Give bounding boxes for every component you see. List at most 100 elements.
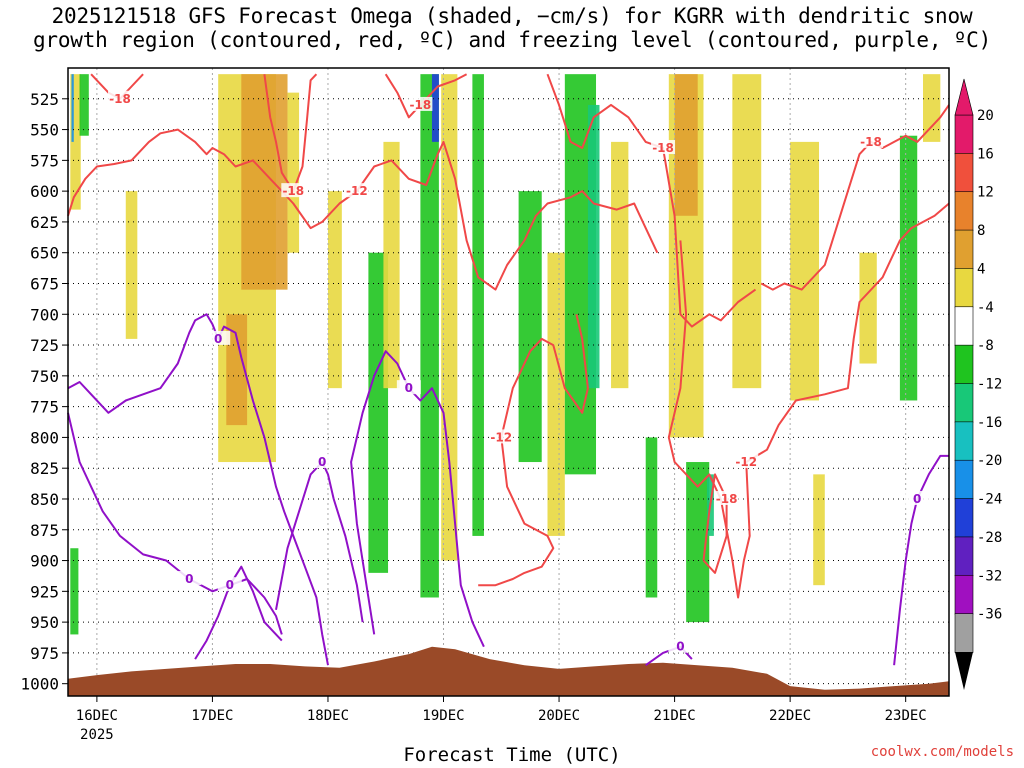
colorbar-label-8: -16 [977,415,1002,431]
y-tick-label-550: 550 [30,121,59,140]
freezing-contour-label-6: 0 [913,492,921,506]
y-tick-label-725: 725 [30,336,59,355]
x-tick-label-22: 22DEC [769,708,811,724]
freezing-contour-label-2: 0 [318,455,326,469]
dendritic-contour-label-7: -12 [735,455,757,469]
omega-shade-19 [587,104,600,389]
omega-shade-28 [813,474,825,586]
y-tick-label-650: 650 [30,244,59,263]
colorbar-segment-0 [954,114,974,155]
colorbar-segment-6 [954,344,974,385]
dendritic-contour-line-5 [760,104,950,291]
colorbar-segment-10 [954,498,974,538]
colorbar-segment-9 [954,459,974,500]
dendritic-contour-label-bg-8 [714,490,739,505]
x-axis-label: Forecast Time (UTC) [403,744,621,766]
omega-shade-3 [70,548,79,635]
x-tick-label-19: 19DEC [422,708,464,724]
omega-shade-24 [686,462,710,623]
omega-shade-6 [241,74,288,290]
colorbar-segment-1 [954,153,974,193]
freezing-contour-label-3: 0 [226,578,234,592]
y-tick-label-525: 525 [30,90,59,109]
freezing-level-contour-layer: 0 0 0 0 0 0 0 [67,313,949,667]
colorbar-label-4: 4 [977,261,985,277]
freezing-contour-label-bg-3 [217,577,242,592]
colorbar-bottom-arrow [955,652,973,690]
colorbar-segment-8 [954,421,974,462]
freezing-contour-label-bg-2 [310,454,335,469]
colorbar-label-11: -28 [977,530,1002,546]
omega-shade-4 [125,191,138,339]
freezing-contour-line-3 [194,565,283,660]
y-tick-label-875: 875 [30,521,59,540]
colorbar-label-6: -8 [977,338,994,354]
dendritic-contour-label-2: -18 [282,184,304,198]
freezing-contour-line-4 [350,350,485,648]
x-tick-label-18: 18DEC [307,708,349,724]
omega-shade-23 [674,74,698,216]
y-tick-label-950: 950 [30,613,59,632]
dendritic-contour-label-1: -18 [109,92,131,106]
freezing-contour-label-0: 0 [214,332,222,346]
omega-shade-8 [287,92,300,253]
freezing-contour-line-6 [893,454,949,666]
colorbar-label-7: -12 [977,377,1002,393]
freezing-contour-label-4: 0 [405,381,413,395]
dendritic-contour-label-bg-1 [107,90,132,105]
omega-shade-2 [79,74,89,136]
omega-shade-13 [431,74,439,142]
colorbar-label-5: -4 [977,300,994,316]
x-tick-label-17: 17DEC [191,708,233,724]
y-tick-label-800: 800 [30,428,59,447]
colorbar-segment-11 [954,536,974,577]
dendritic-contour-label-bg-7 [734,454,759,469]
dendritic-contour-layer: -12 -18 -18 -18 -18 -18 -12 -12 -18 [67,73,950,599]
colorbar-segment-2 [954,191,974,231]
x-tick-label-23: 23DEC [885,708,927,724]
x-year-label: 2025 [80,727,114,743]
colorbar-label-9: -20 [977,453,1002,469]
omega-shade-10 [368,252,389,573]
dendritic-contour-label-3: -18 [410,98,432,112]
omega-shade-21 [645,437,658,598]
terrain-layer [68,646,949,696]
freezing-contour-label-1: 0 [185,572,193,586]
y-tick-label-625: 625 [30,213,59,232]
omega-shade-17 [547,252,565,536]
colorbar-label-10: -24 [977,492,1002,508]
dendritic-contour-label-6: -12 [490,430,512,444]
chart-title: 2025121518 GFS Forecast Omega (shaded, −… [0,4,1024,52]
dendritic-contour-label-bg-4 [651,140,676,155]
colorbar-label-12: -32 [977,568,1002,584]
omega-shade-15 [472,74,484,536]
terrain-fill [68,646,949,696]
y-tick-label-575: 575 [30,151,59,170]
colorbar-label-0: 20 [977,108,994,124]
omega-shade-12 [420,74,439,598]
freezing-contour-label-bg-1 [177,571,202,586]
omega-shade-7 [226,314,248,426]
omega-shade-30 [899,135,918,401]
omega-shading-layer [70,74,941,635]
colorbar-top-arrow [954,78,974,116]
omega-shade-16 [518,191,542,463]
freezing-contour-label-bg-4 [396,380,421,395]
x-tick-label-21: 21DEC [654,708,696,724]
colorbar-label-2: 12 [977,185,994,201]
colorbar-segment-3 [954,229,974,270]
omega-shade-11 [383,141,400,389]
y-tick-label-825: 825 [30,459,59,478]
freezing-contour-label-5: 0 [676,640,684,654]
omega-shade-14 [441,74,458,561]
omega-shade-29 [859,252,877,364]
title-line-2: growth region (contoured, red, ºC) and f… [32,28,992,52]
dendritic-contour-label-8: -18 [716,492,738,506]
colorbar-label-1: 16 [977,146,994,162]
y-tick-label-700: 700 [30,305,59,324]
colorbar-segment-13 [954,613,974,653]
freezing-contour-line-2 [275,461,364,623]
freezing-contour-label-bg-6 [905,490,930,505]
colorbar-label-13: -36 [977,607,1002,623]
omega-shade-20 [611,141,629,389]
